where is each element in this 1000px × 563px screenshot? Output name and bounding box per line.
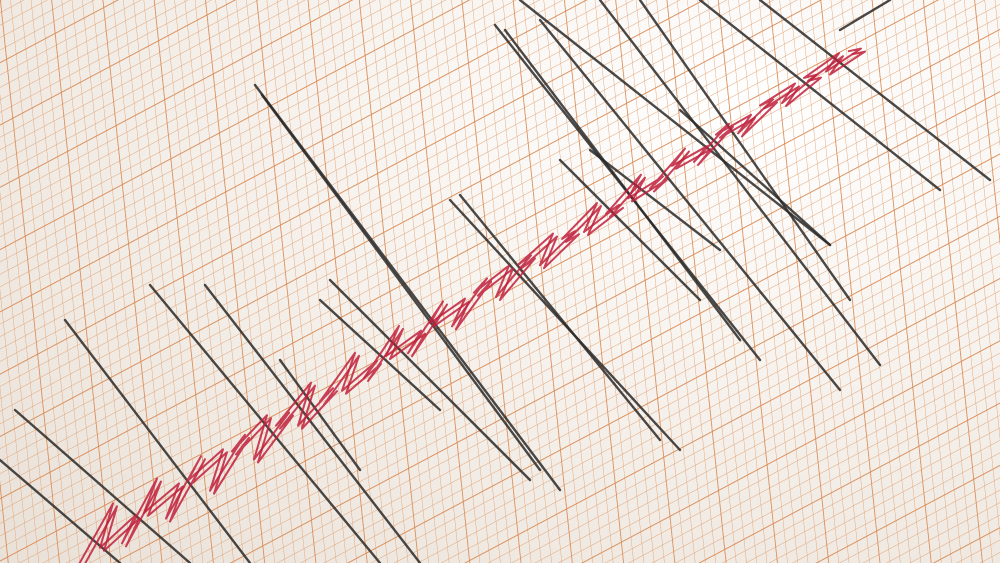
black-trace-stroke bbox=[278, 358, 362, 472]
black-trace-stroke bbox=[63, 318, 252, 563]
black-trace-stroke bbox=[518, 0, 832, 247]
black-trace-stroke bbox=[503, 28, 742, 342]
black-trace-stroke bbox=[598, 0, 882, 367]
black-trace-stroke bbox=[758, 0, 992, 182]
red-trace-stroke bbox=[84, 50, 866, 563]
red-trace bbox=[78, 47, 866, 563]
black-trace-stroke bbox=[588, 148, 722, 252]
black-trace-stroke bbox=[538, 18, 842, 392]
black-trace-stroke bbox=[558, 158, 702, 302]
black-trace-stroke bbox=[328, 278, 532, 482]
black-trace-stroke bbox=[698, 0, 942, 192]
black-trace-stroke bbox=[260, 93, 542, 472]
black-trace-stroke bbox=[838, 0, 892, 32]
black-trace-stroke bbox=[13, 408, 192, 563]
black-trace-stroke bbox=[638, 0, 852, 302]
black-trace-stroke bbox=[458, 193, 662, 442]
black-trace-stroke bbox=[678, 108, 832, 247]
black-trace-stroke bbox=[203, 283, 422, 563]
red-trace-stroke bbox=[78, 47, 862, 563]
